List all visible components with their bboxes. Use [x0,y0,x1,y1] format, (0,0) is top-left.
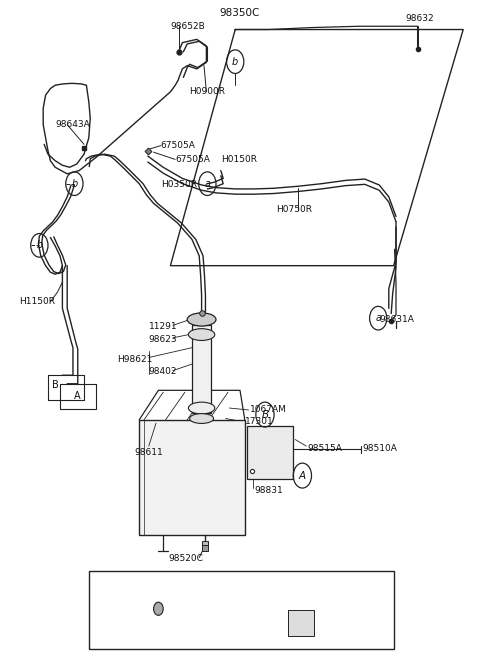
Text: a: a [105,582,111,592]
Text: 98643A: 98643A [55,120,90,129]
Text: 98635: 98635 [122,582,156,592]
FancyBboxPatch shape [288,610,314,636]
Text: 11291: 11291 [149,322,178,331]
Text: a: a [204,178,210,189]
Text: 98611: 98611 [134,448,163,457]
Text: 98520C: 98520C [168,554,203,564]
Text: 98350C: 98350C [220,8,260,18]
Text: 98632: 98632 [406,14,434,23]
Ellipse shape [188,402,215,414]
Text: H0900R: H0900R [190,87,226,96]
Text: B: B [262,409,268,420]
Text: A: A [74,390,81,401]
Text: H0350R: H0350R [161,180,197,190]
FancyBboxPatch shape [139,420,245,535]
Text: B: B [52,380,59,390]
Text: 98831: 98831 [254,486,283,495]
Text: 98652B: 98652B [170,22,205,31]
Text: 17301: 17301 [245,417,274,426]
Text: 98402: 98402 [149,367,177,377]
FancyBboxPatch shape [247,426,293,479]
Text: 98515A: 98515A [307,443,342,453]
Text: b: b [232,56,239,67]
Text: 98623: 98623 [149,335,178,344]
Text: H98621: H98621 [118,355,153,364]
Text: b: b [36,240,43,251]
Text: H0150R: H0150R [221,155,257,164]
Text: b: b [246,582,253,592]
Text: b: b [71,178,78,189]
Ellipse shape [187,313,216,326]
Ellipse shape [188,329,215,340]
Text: 98631A: 98631A [379,315,414,324]
Text: 67505A: 67505A [161,141,196,150]
FancyBboxPatch shape [192,325,211,413]
Circle shape [154,602,163,615]
Text: 1067AM: 1067AM [250,405,287,415]
Text: a: a [375,313,381,323]
Text: 98653: 98653 [264,582,297,592]
Text: 98510A: 98510A [362,443,397,453]
Text: A: A [299,470,306,481]
Text: H0750R: H0750R [276,205,312,215]
FancyBboxPatch shape [89,571,394,649]
Ellipse shape [190,414,214,424]
Text: 67505A: 67505A [175,155,210,164]
Text: H1150R: H1150R [19,297,55,306]
